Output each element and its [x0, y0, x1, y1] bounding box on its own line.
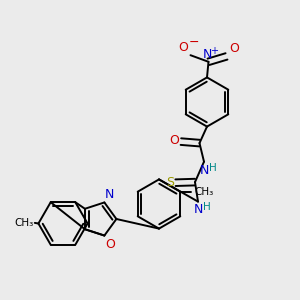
Text: O: O — [178, 41, 188, 54]
Text: O: O — [229, 42, 239, 55]
Text: N: N — [202, 48, 212, 61]
Text: O: O — [169, 134, 179, 148]
Text: H: H — [203, 202, 211, 212]
Text: CH₃: CH₃ — [15, 218, 34, 228]
Text: −: − — [189, 36, 199, 49]
Text: N: N — [194, 203, 203, 216]
Text: +: + — [210, 46, 218, 56]
Text: N: N — [105, 188, 114, 201]
Text: CH₃: CH₃ — [194, 187, 214, 197]
Text: S: S — [166, 176, 174, 189]
Text: H: H — [209, 163, 217, 172]
Text: N: N — [200, 164, 209, 176]
Text: O: O — [105, 238, 115, 251]
